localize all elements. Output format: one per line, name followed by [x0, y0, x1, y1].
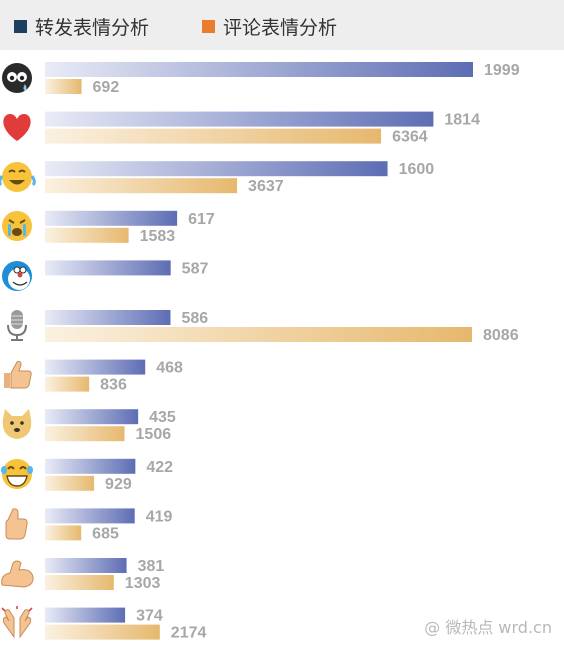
bar-repost-laugh-cry-emoji[interactable] [45, 161, 388, 177]
bar-comment-flex-arm-emoji[interactable] [45, 575, 114, 590]
bar-comment-microphone-emoji[interactable] [45, 327, 472, 342]
bar-repost-clap-emoji[interactable] [45, 607, 126, 623]
bar-comment-heart-emoji[interactable] [45, 128, 382, 144]
bar-repost-microphone-emoji[interactable] [45, 310, 171, 325]
bar-repost-thumb-up-small-emoji[interactable] [45, 508, 135, 524]
value-label-comment-crying-emoji: 1583 [140, 228, 176, 245]
bar-chart: 1999 692 1814 6364 1600 3637 617 1583 587 586 8086… [0, 62, 520, 642]
watermark: @ 微热点 wrd.cn [424, 618, 552, 637]
laugh-cry-emoji-icon [0, 162, 36, 192]
doraemon-emoji-icon [2, 261, 32, 291]
value-label-comment-grin-tears-emoji: 929 [105, 476, 132, 493]
value-label-repost-flex-arm-emoji: 381 [138, 558, 165, 575]
bar-repost-doge-emoji[interactable] [45, 409, 139, 425]
bar-repost-grin-tears-emoji[interactable] [45, 458, 136, 474]
value-label-comment-thumbs-up-emoji: 836 [100, 377, 127, 394]
value-label-repost-doge-emoji: 435 [149, 409, 176, 426]
legend-label-comment: 评论表情分析 [223, 17, 338, 39]
bar-comment-laugh-cry-emoji[interactable] [45, 178, 238, 194]
legend-label-repost: 转发表情分析 [35, 17, 150, 39]
bar-repost-heart-emoji[interactable] [45, 111, 434, 127]
value-label-repost-thumbs-up-emoji: 468 [156, 360, 183, 377]
crying-emoji-icon [2, 211, 32, 241]
value-label-repost-grin-tears-emoji: 422 [146, 459, 173, 476]
bar-comment-thumbs-up-emoji[interactable] [45, 376, 90, 392]
value-label-repost-clap-emoji: 374 [136, 608, 163, 625]
bar-comment-eyes-emoji[interactable] [45, 79, 82, 94]
bar-comment-grin-tears-emoji[interactable] [45, 475, 95, 491]
legend-swatch-comment [202, 20, 215, 33]
grin-tears-emoji-icon [1, 459, 33, 489]
value-label-comment-clap-emoji: 2174 [171, 625, 207, 642]
value-label-comment-microphone-emoji: 8086 [483, 327, 519, 344]
legend-swatch-repost [14, 20, 27, 33]
flex-arm-emoji-icon [1, 560, 34, 588]
doge-emoji-icon [2, 409, 32, 439]
microphone-emoji-icon [7, 310, 27, 341]
bar-repost-crying-emoji[interactable] [45, 210, 178, 226]
legend-item-comment[interactable]: 评论表情分析 [202, 13, 337, 40]
value-label-comment-heart-emoji: 6364 [392, 129, 428, 146]
value-label-repost-crying-emoji: 617 [188, 211, 215, 228]
eyes-emoji-icon [2, 63, 32, 93]
bar-repost-eyes-emoji[interactable] [45, 62, 473, 77]
legend: 转发表情分析 评论表情分析 [0, 0, 564, 50]
bar-group: 1999 692 1814 6364 1600 3637 617 1583 587 586 8086… [45, 62, 520, 642]
value-label-repost-thumb-up-small-emoji: 419 [146, 508, 173, 525]
bar-comment-doge-emoji[interactable] [45, 426, 125, 442]
legend-item-repost[interactable]: 转发表情分析 [14, 13, 149, 40]
thumbs-up-emoji-icon [4, 360, 32, 389]
value-label-comment-flex-arm-emoji: 1303 [125, 575, 161, 592]
value-label-comment-laugh-cry-emoji: 3637 [248, 178, 284, 195]
bar-repost-doraemon-emoji[interactable] [45, 260, 171, 276]
bar-repost-flex-arm-emoji[interactable] [45, 558, 127, 573]
value-label-comment-thumb-up-small-emoji: 685 [92, 525, 119, 542]
thumb-up-small-emoji-icon [5, 508, 28, 540]
value-label-comment-eyes-emoji: 692 [93, 79, 120, 96]
value-label-comment-doge-emoji: 1506 [136, 426, 172, 443]
bar-comment-crying-emoji[interactable] [45, 227, 129, 243]
bar-comment-clap-emoji[interactable] [45, 624, 160, 640]
bar-comment-thumb-up-small-emoji[interactable] [45, 525, 82, 541]
clap-emoji-icon [1, 606, 33, 639]
value-label-repost-doraemon-emoji: 587 [182, 260, 209, 277]
heart-emoji-icon [3, 114, 31, 141]
value-label-repost-eyes-emoji: 1999 [484, 62, 520, 79]
bar-repost-thumbs-up-emoji[interactable] [45, 359, 146, 375]
value-label-repost-laugh-cry-emoji: 1600 [399, 161, 435, 178]
value-label-repost-microphone-emoji: 586 [181, 310, 208, 327]
value-label-repost-heart-emoji: 1814 [444, 112, 480, 129]
